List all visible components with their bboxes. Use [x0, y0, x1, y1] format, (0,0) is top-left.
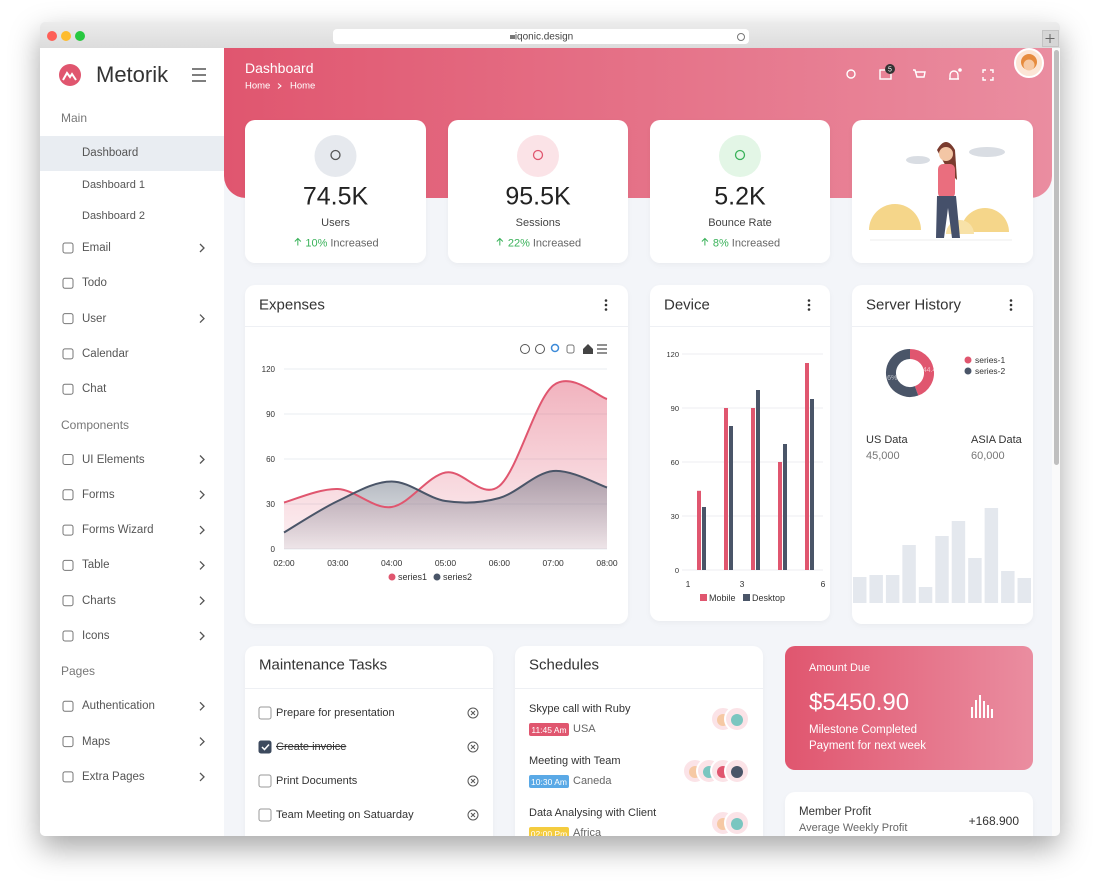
breadcrumb-item[interactable]: Home: [290, 80, 316, 92]
change-percent: 10%: [305, 237, 328, 250]
change-text: Increased: [731, 237, 781, 250]
menu-item[interactable]: Table: [82, 559, 110, 572]
menu-item[interactable]: Calendar: [82, 347, 129, 360]
stat-label: Bounce Rate: [708, 217, 772, 229]
change-percent: 8%: [712, 237, 729, 250]
expenses-card: [245, 285, 628, 624]
up-arrow-path: [496, 237, 504, 246]
up-arrow: [701, 237, 709, 246]
card-divider: [852, 326, 1033, 327]
time-badge: [529, 827, 569, 836]
task-text[interactable]: Create invoice: [276, 741, 347, 753]
card-title: Schedules: [529, 656, 600, 674]
menu-item[interactable]: Forms Wizard: [82, 524, 154, 537]
maintenance-card: [245, 646, 493, 836]
menu-item[interactable]: User: [82, 312, 107, 325]
up-arrow: [293, 237, 301, 246]
card-title: Server History: [866, 296, 962, 314]
active-menu-bg: [40, 136, 224, 171]
up-arrow-path: [293, 237, 301, 246]
schedule-place: Africa: [573, 827, 602, 836]
sidebar-section-title: Main: [61, 111, 88, 125]
time-text: 11:45 Am: [531, 724, 567, 735]
stat-change: 22% Increased: [495, 237, 581, 250]
device-card: [650, 285, 830, 621]
menu-item[interactable]: Authentication: [82, 700, 155, 713]
schedule-place: Caneda: [573, 775, 612, 787]
up-arrow-path: [701, 237, 709, 246]
card-divider: [245, 326, 628, 327]
schedules-card: [515, 646, 763, 836]
time-text: 10:30 Am: [531, 776, 567, 787]
profit-title: Member Profit: [799, 806, 872, 818]
amount-label: Amount Due: [809, 662, 871, 674]
data-label: US Data: [866, 434, 908, 446]
submenu-item[interactable]: Dashboard 2: [82, 210, 145, 222]
stat-label: Users: [321, 217, 350, 229]
url-bar: [333, 29, 749, 44]
menu-item[interactable]: Email: [82, 242, 111, 254]
data-value: 60,000: [971, 450, 1005, 462]
member-profit-card: [785, 792, 1033, 836]
menu-item[interactable]: Charts: [82, 594, 116, 607]
data-label: ASIA Data: [971, 434, 1022, 446]
up-arrow: [496, 237, 504, 246]
profit-subtitle: Average Weekly Profit: [799, 822, 908, 834]
menu-item[interactable]: Chat: [82, 383, 107, 396]
stat-change: 8% Increased: [700, 237, 780, 250]
sidebar-section-title: Components: [61, 417, 130, 432]
amount-line: Milestone Completed: [809, 724, 918, 736]
time-text: 02:00 Pm: [530, 828, 568, 837]
amount-value: $5450.90: [809, 689, 910, 716]
card-divider: [650, 326, 830, 327]
card-divider: [515, 688, 763, 689]
schedule-title: Meeting with Team: [529, 755, 621, 767]
card-divider: [245, 688, 493, 689]
schedule-title: Skype call with Ruby: [529, 703, 631, 715]
breadcrumb-item[interactable]: Home: [245, 80, 271, 92]
menu-item[interactable]: Icons: [82, 630, 110, 642]
task-text[interactable]: Print Documents: [276, 775, 358, 787]
menu-item[interactable]: Todo: [82, 277, 107, 290]
amount-line: Payment for next week: [809, 740, 926, 752]
change-percent: 22%: [507, 237, 530, 250]
scrollbar-thumb: [1054, 50, 1059, 465]
url-text: iqonic.design: [514, 31, 574, 43]
card-title: Device: [664, 296, 710, 314]
time-badge: [529, 723, 569, 736]
stat-value: 5.2K: [714, 182, 766, 211]
brand-name: Metorik: [96, 62, 169, 87]
browser-window: 5 0 30 60 90 120 02:00 03:00 04:00 05:00 06:00 07:0…: [40, 22, 1060, 836]
stat-value: 74.5K: [302, 182, 369, 211]
stat-value: 95.5K: [505, 182, 571, 211]
menu-item[interactable]: Maps: [82, 735, 111, 748]
time-badge: [529, 775, 569, 788]
data-value: 45,000: [866, 450, 900, 462]
change-text: Increased: [330, 237, 379, 250]
submenu-item[interactable]: Dashboard 1: [82, 178, 145, 191]
schedule-title: Data Analysing with Client: [529, 807, 657, 819]
menu-item[interactable]: Extra Pages: [82, 770, 145, 783]
stat-label: Sessions: [515, 217, 561, 229]
sidebar-section-title: Pages: [61, 664, 96, 679]
new-tab-button[interactable]: [1042, 30, 1059, 47]
menu-item[interactable]: Forms: [82, 488, 115, 501]
page-title: Dashboard: [245, 60, 314, 76]
schedule-place: USA: [573, 723, 596, 735]
profit-value: +168.900: [968, 814, 1019, 828]
change-text: Increased: [532, 237, 582, 250]
menu-item[interactable]: Dashboard: [82, 147, 139, 159]
stat-card: [852, 120, 1033, 263]
task-text[interactable]: Prepare for presentation: [276, 707, 395, 719]
amount-due-card: [785, 646, 1033, 770]
stat-change: 10% Increased: [292, 237, 379, 250]
card-title: Expenses: [259, 296, 325, 314]
card-title: Maintenance Tasks: [259, 656, 388, 674]
task-text[interactable]: Team Meeting on Satuarday: [276, 809, 414, 821]
menu-item[interactable]: UI Elements: [82, 453, 145, 466]
